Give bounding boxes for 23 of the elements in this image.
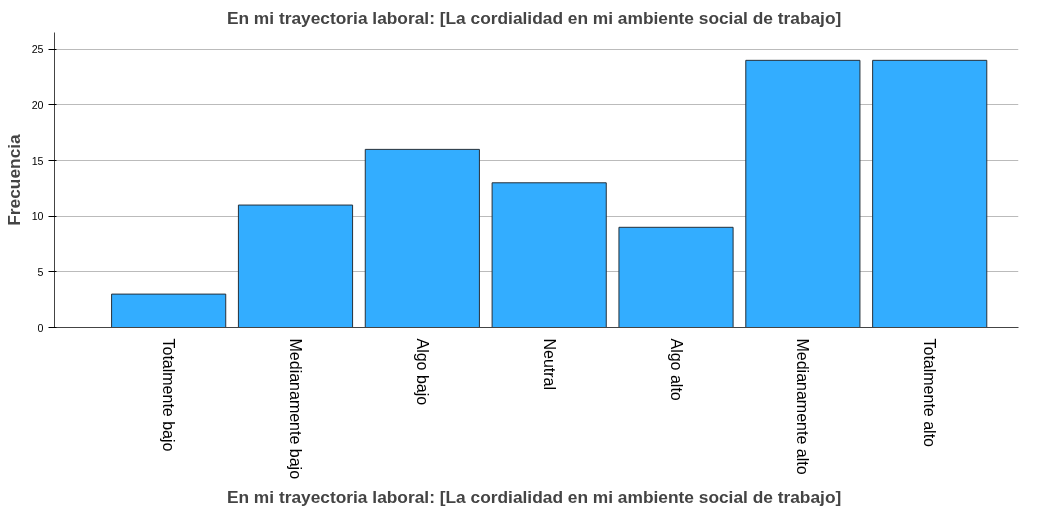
y-axis-title: Frecuencia bbox=[3, 133, 24, 226]
y-tick-label: 15 bbox=[31, 154, 44, 167]
bar bbox=[618, 226, 734, 328]
x-tick-label: Algo bajo bbox=[413, 338, 431, 406]
chart-title: En mi trayectoria laboral: [La cordialidad en mi ambiente social de trabajo] bbox=[226, 7, 842, 28]
x-tick-label: Medianamente bajo bbox=[287, 338, 304, 480]
x-axis-title: En mi trayectoria laboral: [La cordialidad en mi ambiente social de trabajo] bbox=[226, 487, 842, 508]
y-tick-label: 20 bbox=[31, 98, 44, 111]
y-tick-label: 25 bbox=[31, 43, 44, 56]
y-tick-label: 0 bbox=[37, 321, 44, 334]
bar bbox=[491, 182, 607, 328]
y-tick-label: 5 bbox=[37, 265, 44, 278]
bar bbox=[111, 293, 227, 328]
bar bbox=[745, 59, 861, 328]
x-tick-label: Neutral bbox=[540, 338, 558, 391]
y-tick-label: 10 bbox=[31, 210, 44, 223]
x-tick-label: Totalmente bajo bbox=[160, 338, 178, 452]
bar bbox=[364, 148, 480, 328]
x-tick-label: Algo alto bbox=[667, 338, 685, 401]
bar bbox=[237, 204, 354, 328]
x-tick-label: Totalmente alto bbox=[921, 338, 939, 448]
bar bbox=[872, 59, 988, 328]
x-tick-label: Medianamente alto bbox=[794, 338, 812, 475]
